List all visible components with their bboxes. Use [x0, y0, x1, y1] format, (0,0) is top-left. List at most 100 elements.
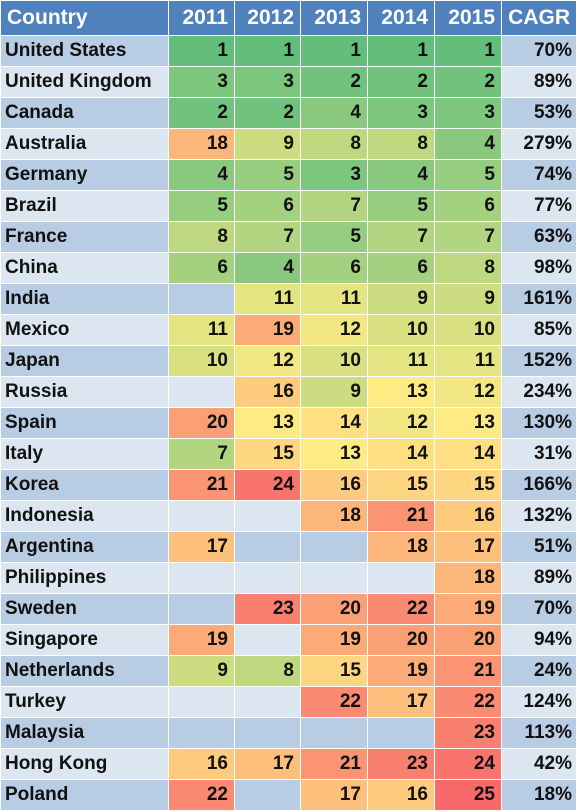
country-cell: Singapore	[1, 625, 169, 656]
rank-cell: 5	[301, 222, 368, 253]
rank-cell: 20	[435, 625, 502, 656]
rank-cell: 13	[368, 377, 435, 408]
empty-rank-cell	[169, 284, 235, 315]
country-cell: Germany	[1, 160, 169, 191]
rank-cell: 19	[301, 625, 368, 656]
rank-cell: 12	[368, 408, 435, 439]
rank-cell: 16	[235, 377, 301, 408]
rank-cell: 21	[368, 501, 435, 532]
rank-cell: 18	[368, 532, 435, 563]
rank-cell: 6	[368, 253, 435, 284]
empty-rank-cell	[169, 501, 235, 532]
column-header: Country	[1, 1, 169, 36]
rank-cell: 23	[435, 718, 502, 749]
rank-cell: 25	[435, 780, 502, 811]
rank-cell: 1	[301, 36, 368, 67]
cagr-cell: 77%	[502, 191, 576, 222]
rank-cell: 6	[301, 253, 368, 284]
cagr-cell: 51%	[502, 532, 576, 563]
rank-cell: 15	[301, 656, 368, 687]
rank-cell: 2	[368, 67, 435, 98]
rank-cell: 23	[368, 749, 435, 780]
rank-cell: 12	[235, 346, 301, 377]
country-cell: Indonesia	[1, 501, 169, 532]
empty-rank-cell	[169, 594, 235, 625]
rank-cell: 10	[169, 346, 235, 377]
rank-cell: 19	[435, 594, 502, 625]
empty-rank-cell	[301, 532, 368, 563]
rank-cell: 1	[368, 36, 435, 67]
country-cell: Malaysia	[1, 718, 169, 749]
cagr-cell: 89%	[502, 67, 576, 98]
rank-cell: 23	[235, 594, 301, 625]
rank-cell: 2	[235, 98, 301, 129]
empty-rank-cell	[368, 718, 435, 749]
column-header: 2013	[301, 1, 368, 36]
rank-cell: 20	[169, 408, 235, 439]
cagr-cell: 18%	[502, 780, 576, 811]
rank-cell: 8	[301, 129, 368, 160]
header-row: Country 2011 2012 2013 2014 2015 CAGR	[1, 1, 576, 36]
cagr-cell: 24%	[502, 656, 576, 687]
rank-cell: 4	[368, 160, 435, 191]
cagr-cell: 53%	[502, 98, 576, 129]
rank-cell: 1	[435, 36, 502, 67]
rank-cell: 9	[368, 284, 435, 315]
cagr-cell: 130%	[502, 408, 576, 439]
rank-cell: 24	[435, 749, 502, 780]
empty-rank-cell	[169, 687, 235, 718]
rank-cell: 6	[235, 191, 301, 222]
empty-rank-cell	[301, 563, 368, 594]
cagr-cell: 85%	[502, 315, 576, 346]
country-cell: Philippines	[1, 563, 169, 594]
rank-cell: 3	[435, 98, 502, 129]
cagr-cell: 70%	[502, 36, 576, 67]
country-cell: Russia	[1, 377, 169, 408]
rank-cell: 21	[301, 749, 368, 780]
rank-cell: 11	[435, 346, 502, 377]
rank-cell: 3	[235, 67, 301, 98]
rank-cell: 21	[169, 470, 235, 501]
cagr-cell: 152%	[502, 346, 576, 377]
rank-cell: 7	[235, 222, 301, 253]
rank-cell: 22	[169, 780, 235, 811]
country-cell: Poland	[1, 780, 169, 811]
cagr-cell: 74%	[502, 160, 576, 191]
rank-cell: 8	[368, 129, 435, 160]
cagr-cell: 132%	[502, 501, 576, 532]
rank-cell: 20	[301, 594, 368, 625]
rank-cell: 15	[235, 439, 301, 470]
empty-rank-cell	[301, 718, 368, 749]
rank-cell: 15	[435, 470, 502, 501]
rank-cell: 22	[435, 687, 502, 718]
rank-cell: 17	[301, 780, 368, 811]
rank-cell: 10	[368, 315, 435, 346]
column-header: 2011	[169, 1, 235, 36]
rank-cell: 9	[435, 284, 502, 315]
country-cell: Turkey	[1, 687, 169, 718]
rank-cell: 13	[435, 408, 502, 439]
rank-cell: 7	[435, 222, 502, 253]
empty-rank-cell	[235, 780, 301, 811]
rank-cell: 22	[368, 594, 435, 625]
rank-cell: 3	[368, 98, 435, 129]
rank-cell: 12	[435, 377, 502, 408]
rank-cell: 5	[368, 191, 435, 222]
country-cell: France	[1, 222, 169, 253]
rank-cell: 18	[435, 563, 502, 594]
rank-cell: 8	[235, 656, 301, 687]
country-cell: Hong Kong	[1, 749, 169, 780]
cagr-cell: 89%	[502, 563, 576, 594]
cagr-cell: 166%	[502, 470, 576, 501]
rank-cell: 19	[368, 656, 435, 687]
rank-cell: 22	[301, 687, 368, 718]
country-cell: Australia	[1, 129, 169, 160]
column-header: 2012	[235, 1, 301, 36]
cagr-cell: 279%	[502, 129, 576, 160]
